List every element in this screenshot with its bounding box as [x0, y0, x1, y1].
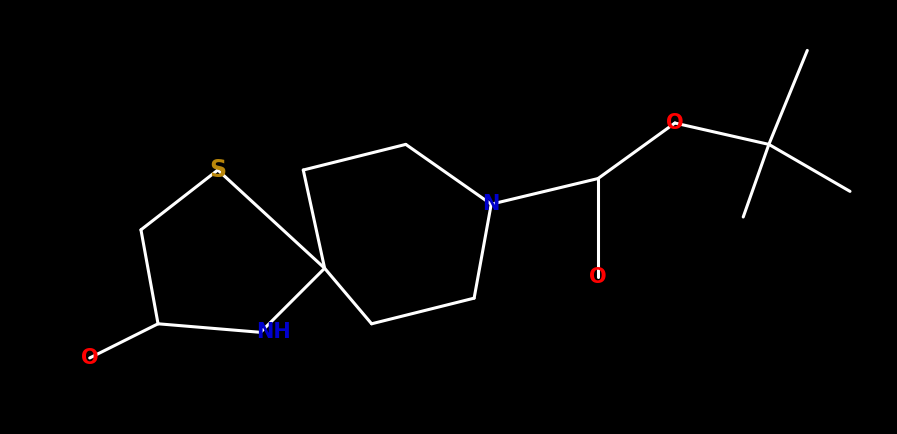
Text: S: S	[209, 158, 226, 182]
Text: O: O	[666, 113, 684, 133]
Text: N: N	[483, 194, 500, 214]
Text: O: O	[589, 267, 606, 287]
Text: NH: NH	[256, 322, 291, 342]
Text: O: O	[81, 348, 99, 368]
